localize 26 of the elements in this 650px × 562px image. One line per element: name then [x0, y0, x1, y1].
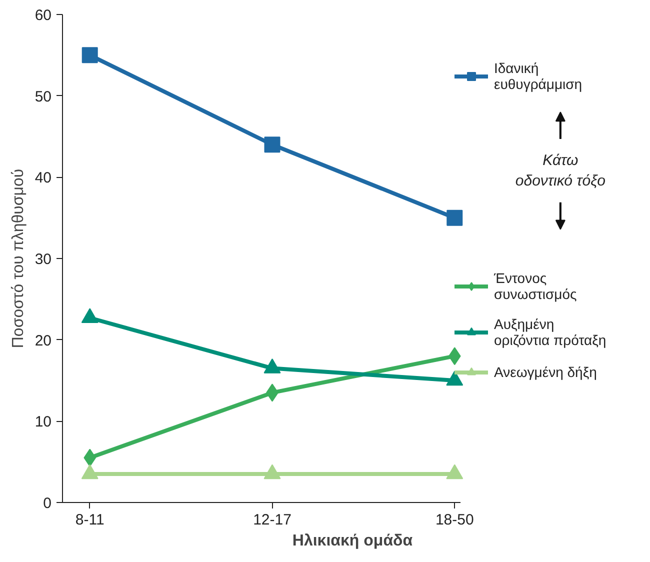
- point: [446, 370, 464, 386]
- x-axis-title: Ηλικιακή ομάδα: [292, 532, 413, 550]
- point: [264, 464, 281, 480]
- x-tick-label: 8-11: [75, 512, 104, 528]
- x-tick-label: 18-50: [435, 512, 474, 528]
- y-tick-label: 20: [34, 332, 52, 350]
- y-tick-label: 30: [34, 251, 52, 268]
- point: [264, 358, 281, 374]
- y-axis-title: Ποσοστό του πληθυσμού: [10, 168, 27, 348]
- legend-label: Ανεωγμένη δήξη: [494, 364, 597, 380]
- y-tick-label: 40: [34, 170, 52, 187]
- x-tick-label: 12-17: [253, 512, 292, 528]
- point: [81, 308, 98, 323]
- legend-label: Ιδανική ευθυγράμμιση: [494, 60, 582, 92]
- y-tick-label: 10: [34, 414, 52, 431]
- text: Κάτω οδοντικό τόξο: [515, 152, 606, 190]
- point: [82, 47, 98, 64]
- y-tick-label: 50: [34, 88, 52, 106]
- point: [446, 464, 464, 480]
- legend-label: Αυξημένη οριζόντια πρόταξη: [494, 316, 606, 348]
- point: [81, 464, 98, 480]
- legend-label: Έντονος συνωστισμός: [494, 270, 577, 302]
- point: [446, 210, 463, 226]
- y-tick-label: 60: [34, 7, 52, 24]
- y-tick-label: 0: [43, 495, 52, 512]
- point: [264, 136, 280, 153]
